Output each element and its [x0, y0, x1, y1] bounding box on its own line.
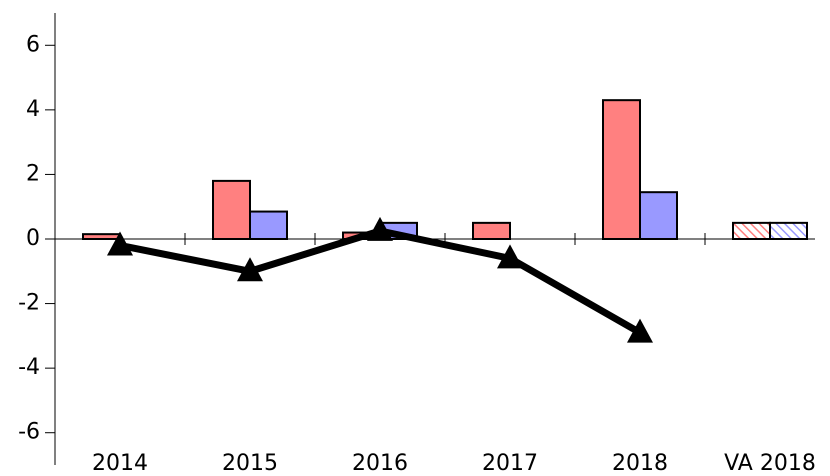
- y-tick-label: -2: [18, 291, 40, 316]
- x-tick-label: 2015: [222, 451, 278, 476]
- y-tick-label: 0: [26, 226, 40, 251]
- y-tick-label: 2: [26, 161, 40, 186]
- x-tick-label: 2018: [612, 451, 668, 476]
- bar: [639, 191, 678, 240]
- bar: [472, 221, 511, 241]
- x-tick-label: VA 2018: [724, 451, 816, 476]
- y-tick-label: -4: [18, 355, 40, 380]
- marker: [627, 318, 653, 343]
- y-tick-label: 6: [26, 32, 40, 57]
- line: [119, 227, 642, 336]
- bar: [249, 210, 288, 241]
- marker: [367, 216, 393, 241]
- y-tick-label: 4: [26, 97, 40, 122]
- y-tick-label: -6: [18, 420, 40, 445]
- marker: [107, 231, 133, 256]
- bar: [82, 233, 121, 241]
- x-tick-label: 2017: [482, 451, 538, 476]
- bar: [602, 99, 641, 240]
- bar: [732, 221, 771, 241]
- marker: [497, 244, 523, 269]
- bar: [769, 221, 808, 241]
- bar: [212, 179, 251, 240]
- x-tick-label: 2016: [352, 451, 408, 476]
- x-tick-label: 2014: [92, 451, 148, 476]
- marker: [237, 257, 263, 282]
